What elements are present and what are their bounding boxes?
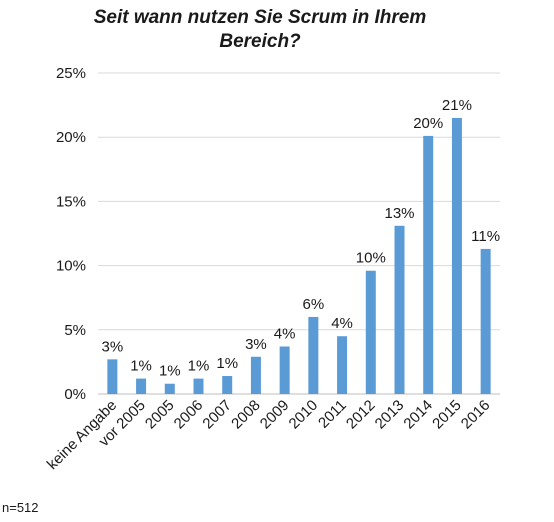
y-tick-label: 5% — [64, 322, 86, 339]
data-label: 3% — [102, 338, 124, 355]
sample-size-note: n=512 — [2, 500, 39, 515]
data-label: 10% — [356, 250, 386, 267]
bar — [193, 378, 204, 394]
x-tick-label: 2013 — [372, 397, 408, 433]
x-tick-label: 2016 — [458, 397, 494, 433]
y-tick-label: 10% — [56, 258, 86, 275]
y-tick-label: 20% — [56, 129, 86, 146]
bar — [365, 270, 376, 394]
x-tick-label: 2011 — [315, 397, 350, 432]
data-label: 3% — [245, 336, 267, 353]
data-label: 6% — [303, 296, 325, 313]
y-tick-label: 0% — [64, 386, 86, 403]
chart-title: Seit wann nutzen Sie Scrum in Ihrem Bere… — [60, 6, 460, 54]
data-label: 1% — [159, 363, 181, 380]
x-tick-label: 2009 — [257, 397, 293, 433]
x-tick-label: 2012 — [343, 397, 379, 433]
bar — [308, 316, 319, 394]
chart-title-line-1: Seit wann nutzen Sie Scrum in Ihrem — [93, 7, 427, 28]
bar — [250, 356, 261, 394]
bar — [164, 383, 175, 394]
x-tick-label: 2015 — [429, 397, 465, 433]
chart-title-line-2: Bereich? — [219, 31, 301, 52]
data-label: 4% — [331, 315, 353, 332]
bar — [107, 359, 118, 394]
bar — [279, 346, 290, 394]
bar — [337, 336, 348, 394]
bar — [136, 378, 147, 394]
data-label: 1% — [188, 358, 210, 375]
y-tick-label: 15% — [56, 193, 86, 210]
bar — [394, 225, 405, 394]
x-tick-label: 2014 — [400, 397, 436, 433]
data-label: 1% — [216, 355, 238, 372]
bar — [451, 117, 462, 394]
x-tick-label: 2008 — [228, 397, 264, 433]
bar — [222, 376, 233, 394]
data-label: 1% — [130, 358, 152, 375]
data-label: 11% — [471, 228, 500, 245]
bar — [423, 135, 434, 394]
data-label: 20% — [413, 115, 443, 132]
x-tick-label: 2007 — [199, 397, 235, 433]
bar — [480, 248, 491, 394]
x-tick-label: 2010 — [286, 397, 322, 433]
y-tick-label: 25% — [56, 65, 86, 82]
data-label: 4% — [274, 325, 296, 342]
x-tick-label: 2005 — [142, 397, 178, 433]
x-tick-label: 2006 — [171, 397, 207, 433]
data-label: 21% — [442, 97, 472, 114]
data-label: 13% — [384, 205, 414, 222]
